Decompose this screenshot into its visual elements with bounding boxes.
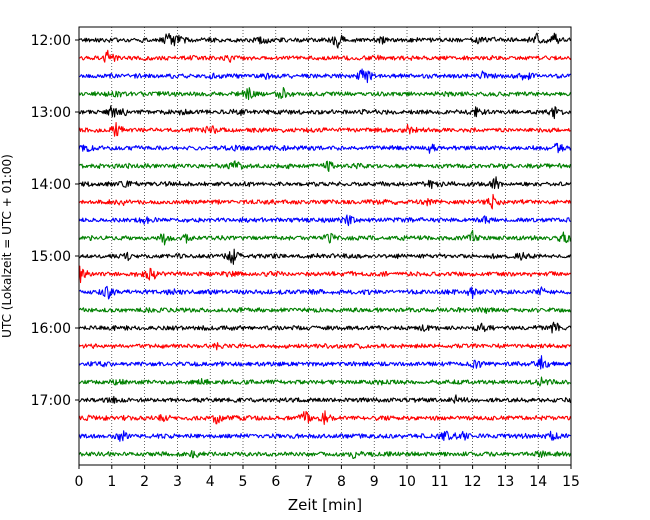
x-tick-label: 1 <box>107 474 116 490</box>
trace-line <box>78 193 572 210</box>
x-tick-label: 13 <box>496 474 514 490</box>
x-tick-label: 12 <box>464 474 482 490</box>
trace-line <box>78 229 572 246</box>
trace-line <box>78 105 572 120</box>
trace-line <box>78 142 572 154</box>
x-tick-label: 8 <box>337 474 346 490</box>
y-tick-label: 17:00 <box>31 393 71 409</box>
x-tick-label: 3 <box>173 474 182 490</box>
trace-line <box>78 376 572 387</box>
x-tick-label: 15 <box>562 474 580 490</box>
trace-line <box>78 160 572 173</box>
y-axis: 12:00 13:00 14:00 15:00 16:00 17:00 <box>31 33 79 409</box>
x-axis: 0 1 2 3 4 5 6 7 8 9 10 11 12 13 14 15 <box>75 465 580 490</box>
x-tick-label: 7 <box>304 474 313 490</box>
y-tick-label: 16:00 <box>31 321 71 337</box>
trace-line <box>78 394 572 404</box>
trace-line <box>78 214 572 227</box>
trace-line <box>78 32 572 49</box>
trace-line <box>78 248 572 265</box>
x-tick-label: 4 <box>206 474 215 490</box>
y-tick-label: 12:00 <box>31 33 71 49</box>
trace-line <box>78 321 572 334</box>
x-tick-label: 14 <box>529 474 547 490</box>
x-tick-label: 2 <box>140 474 149 490</box>
y-tick-label: 14:00 <box>31 177 71 193</box>
grid <box>111 27 539 465</box>
x-tick-label: 9 <box>370 474 379 490</box>
plot-frame <box>78 26 572 466</box>
trace-line <box>78 450 572 460</box>
y-tick-label: 15:00 <box>31 249 71 265</box>
trace-line <box>78 410 572 426</box>
x-axis-label: Zeit [min] <box>288 496 362 514</box>
trace-line <box>78 122 572 137</box>
y-tick-label: 13:00 <box>31 105 71 121</box>
trace-line <box>78 68 572 84</box>
trace-line <box>78 342 572 351</box>
y-axis-label: UTC (Lokalzeit = UTC + 01:00) <box>0 154 14 338</box>
trace-line <box>78 176 572 190</box>
x-tick-label: 0 <box>75 474 84 490</box>
x-tick-label: 5 <box>239 474 248 490</box>
x-tick-label: 10 <box>398 474 416 490</box>
trace-line <box>78 430 572 442</box>
trace-line <box>78 265 572 284</box>
trace-line <box>78 306 572 315</box>
x-tick-label: 6 <box>271 474 280 490</box>
trace-line <box>78 49 572 63</box>
trace-line <box>78 285 572 300</box>
trace-line <box>78 87 572 101</box>
trace-line <box>78 355 572 370</box>
x-tick-label: 11 <box>431 474 449 490</box>
traces <box>78 32 572 460</box>
